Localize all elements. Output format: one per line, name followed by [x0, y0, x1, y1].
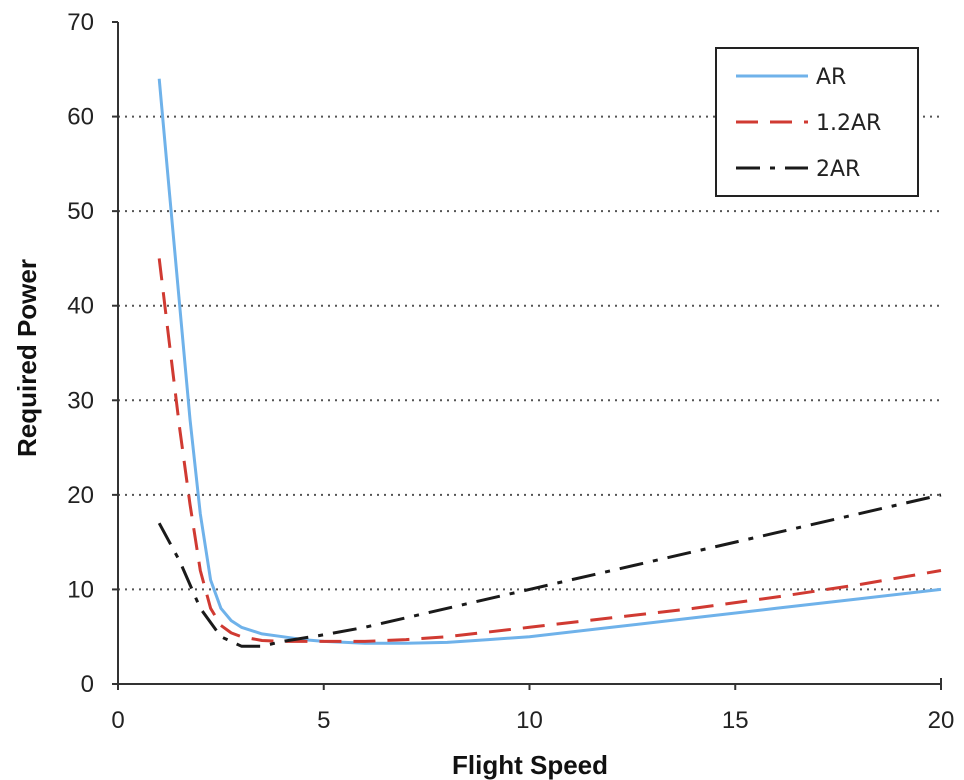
legend-label: AR: [816, 65, 846, 90]
tick-labels: 0 10 20 30 40 50 60 70 0 5 10 15 20: [67, 9, 954, 734]
y-tick-label: 0: [81, 671, 94, 698]
series-group: [157, 78, 942, 648]
axes: [112, 21, 942, 690]
x-tick-label: 20: [928, 707, 955, 734]
x-axis-title: Flight Speed: [452, 750, 608, 780]
y-tick-label: 70: [67, 9, 94, 36]
y-tick-label: 40: [67, 293, 94, 320]
x-tick-label: 0: [111, 707, 124, 734]
legend-label: 2AR: [816, 157, 860, 182]
x-tick-label: 5: [317, 707, 330, 734]
legend: AR 1.2AR 2AR: [715, 47, 919, 197]
x-tick-label: 15: [722, 707, 749, 734]
y-axis-title: Required Power: [12, 259, 42, 457]
y-tick-label: 30: [67, 387, 94, 414]
y-tick-label: 50: [67, 198, 94, 225]
y-tick-label: 10: [67, 576, 94, 603]
y-tick-label: 60: [67, 104, 94, 131]
legend-label: 1.2AR: [816, 111, 881, 136]
x-tick-label: 10: [516, 707, 543, 734]
series-line-1-2ar: [157, 258, 942, 643]
y-tick-label: 20: [67, 482, 94, 509]
series-line-2ar: [157, 493, 942, 648]
